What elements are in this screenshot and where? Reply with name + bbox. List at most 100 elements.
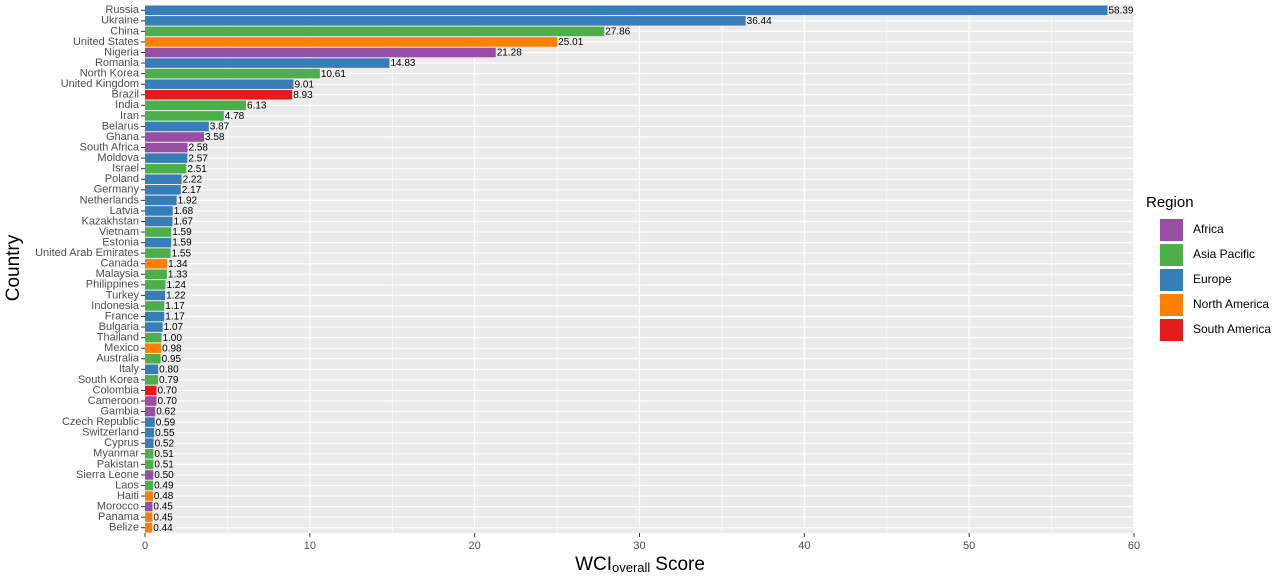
y-tick-label: Kazakhstan bbox=[82, 215, 139, 227]
bar bbox=[145, 16, 746, 26]
legend-title: Region bbox=[1146, 194, 1194, 211]
y-tick-label: Malaysia bbox=[96, 268, 140, 280]
y-tick-label: Canada bbox=[100, 258, 139, 270]
y-tick-label: Italy bbox=[119, 363, 140, 375]
y-tick-label: Brazil bbox=[111, 89, 139, 101]
bar bbox=[145, 301, 165, 311]
bar bbox=[145, 290, 166, 301]
y-tick-label: Poland bbox=[105, 173, 139, 185]
value-label: 1.92 bbox=[178, 196, 198, 207]
legend-key bbox=[1160, 244, 1183, 266]
bar bbox=[145, 142, 188, 153]
bar bbox=[145, 375, 159, 385]
bar bbox=[145, 406, 156, 417]
y-tick-label: South Korea bbox=[78, 374, 140, 386]
value-label: 36.44 bbox=[747, 16, 772, 27]
legend-label: North America bbox=[1193, 297, 1269, 311]
legend-label: Asia Pacific bbox=[1193, 247, 1255, 261]
bar bbox=[145, 227, 172, 237]
y-tick-label: Iran bbox=[120, 110, 139, 122]
value-label: 1.59 bbox=[172, 238, 192, 249]
value-label: 0.44 bbox=[153, 523, 173, 534]
x-tick-label: 60 bbox=[1128, 540, 1140, 552]
x-tick-label: 30 bbox=[633, 540, 645, 552]
bar bbox=[145, 364, 159, 375]
y-tick-label: Philippines bbox=[86, 279, 140, 291]
y-tick-label: Colombia bbox=[93, 384, 140, 396]
y-tick-label: Romania bbox=[95, 57, 140, 69]
bar bbox=[145, 5, 1108, 16]
bar bbox=[145, 37, 558, 47]
value-label: 2.17 bbox=[182, 185, 202, 196]
value-label: 2.58 bbox=[189, 143, 209, 154]
x-tick-label: 40 bbox=[798, 540, 810, 552]
value-label: 21.28 bbox=[497, 48, 522, 59]
value-label: 58.39 bbox=[1108, 5, 1133, 16]
bar bbox=[145, 322, 163, 332]
bar bbox=[145, 100, 247, 111]
bar bbox=[145, 417, 155, 427]
y-tick-label: Belize bbox=[109, 522, 139, 534]
value-label: 0.55 bbox=[155, 428, 175, 439]
value-label: 10.61 bbox=[321, 69, 346, 80]
y-tick-label: Germany bbox=[94, 184, 140, 196]
value-label: 9.01 bbox=[295, 79, 315, 90]
value-label: 0.70 bbox=[158, 386, 178, 397]
bar bbox=[145, 79, 294, 89]
y-tick-label: Haiti bbox=[117, 490, 139, 502]
y-tick-label: India bbox=[115, 99, 140, 111]
y-tick-label: France bbox=[105, 310, 139, 322]
value-label: 3.58 bbox=[205, 132, 225, 143]
bar bbox=[145, 501, 153, 512]
bar bbox=[145, 480, 154, 491]
bar bbox=[145, 491, 153, 501]
value-label: 0.95 bbox=[162, 354, 182, 365]
bar bbox=[145, 343, 162, 353]
y-tick-label: Moldova bbox=[97, 152, 139, 164]
bar bbox=[145, 58, 390, 68]
value-label: 2.57 bbox=[188, 153, 208, 164]
x-axis-title-rest: Score bbox=[655, 554, 705, 575]
value-label: 1.17 bbox=[165, 301, 185, 312]
value-label: 0.52 bbox=[155, 438, 175, 449]
bar bbox=[145, 269, 167, 280]
value-label: 14.83 bbox=[390, 58, 415, 69]
bar bbox=[145, 248, 171, 258]
value-label: 0.79 bbox=[159, 375, 179, 386]
value-label: 2.51 bbox=[187, 164, 207, 175]
bar bbox=[145, 132, 205, 142]
bar bbox=[145, 470, 154, 480]
y-tick-label: Cameroon bbox=[88, 395, 139, 407]
y-tick-label: Mexico bbox=[104, 342, 139, 354]
bar bbox=[145, 438, 154, 448]
y-tick-label: North Korea bbox=[80, 68, 140, 80]
value-label: 0.98 bbox=[162, 343, 182, 354]
y-tick-label: Belarus bbox=[102, 120, 140, 132]
value-label: 0.50 bbox=[154, 470, 174, 481]
x-tick-label: 0 bbox=[142, 540, 148, 552]
value-label: 1.17 bbox=[165, 312, 185, 323]
value-label: 3.87 bbox=[210, 122, 230, 133]
y-tick-label: Latvia bbox=[110, 205, 140, 217]
y-tick-label: Sierra Leone bbox=[76, 469, 139, 481]
bar bbox=[145, 121, 209, 132]
legend-label: Europe bbox=[1193, 272, 1232, 286]
value-label: 2.22 bbox=[183, 174, 203, 185]
y-tick-label: Cyprus bbox=[104, 437, 139, 449]
y-tick-label: Bulgaria bbox=[99, 321, 140, 333]
legend-key bbox=[1160, 319, 1183, 341]
bar bbox=[145, 332, 162, 343]
y-tick-label: Nigeria bbox=[104, 46, 140, 58]
x-axis-title-sub: overall bbox=[612, 560, 650, 575]
value-label: 1.22 bbox=[166, 291, 186, 302]
value-label: 1.68 bbox=[174, 206, 194, 217]
bar bbox=[145, 449, 154, 459]
value-label: 0.70 bbox=[158, 396, 178, 407]
x-tick-label: 10 bbox=[304, 540, 316, 552]
y-axis-title: Country bbox=[3, 234, 24, 301]
value-label: 1.59 bbox=[172, 227, 192, 238]
x-axis-title: WCIoverall Score bbox=[575, 554, 705, 575]
value-label: 25.01 bbox=[558, 37, 583, 48]
bar bbox=[145, 111, 224, 121]
